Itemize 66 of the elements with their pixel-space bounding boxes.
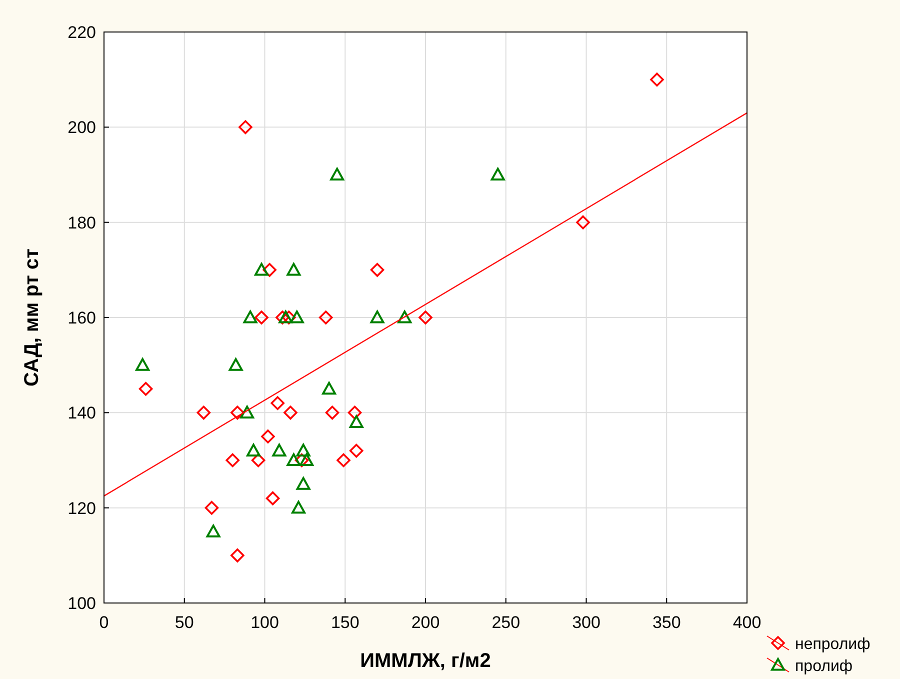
legend-label: непролиф (795, 636, 870, 653)
y-axis-title: САД, мм рт ст (21, 248, 43, 386)
point (226, 453, 240, 468)
point (138, 382, 153, 396)
point (230, 548, 244, 562)
y-tick-label: 180 (68, 213, 96, 232)
point (318, 310, 333, 324)
x-tick-label: 300 (572, 613, 600, 632)
point (292, 500, 306, 514)
point (296, 444, 310, 457)
x-tick-label: 100 (250, 613, 279, 632)
point (246, 444, 260, 457)
x-tick-label: 0 (99, 613, 109, 632)
point (136, 358, 150, 371)
point (325, 406, 340, 420)
x-tick-label: 400 (732, 613, 762, 632)
point (228, 358, 243, 371)
point (238, 120, 252, 134)
point (286, 262, 301, 276)
y-tick-label: 160 (68, 308, 96, 328)
x-tick-label: 200 (411, 613, 440, 632)
point (262, 263, 276, 277)
point (336, 453, 350, 468)
point (196, 406, 211, 420)
x-tick-label: 150 (330, 613, 360, 632)
point (230, 406, 244, 420)
point (204, 500, 219, 515)
point (290, 310, 304, 324)
point (650, 72, 664, 86)
point (240, 406, 254, 418)
point (300, 453, 314, 466)
point (254, 310, 268, 324)
x-tick-label: 50 (174, 613, 194, 632)
point (349, 444, 364, 458)
point (490, 168, 505, 181)
point (576, 215, 590, 230)
point (272, 444, 286, 457)
y-tick-label: 200 (68, 118, 96, 138)
point (284, 406, 298, 420)
point (322, 382, 336, 395)
point (370, 263, 384, 277)
point (266, 491, 280, 506)
x-tick-label: 250 (492, 613, 520, 632)
y-tick-label: 100 (68, 594, 96, 613)
legend-label: пролиф (795, 658, 853, 675)
y-tick-label: 220 (68, 23, 96, 42)
point (349, 415, 364, 428)
point (296, 477, 310, 490)
point (278, 310, 293, 324)
point (418, 310, 432, 324)
point (286, 453, 301, 466)
point (348, 406, 362, 420)
point (270, 396, 285, 410)
y-tick-label: 120 (68, 498, 96, 518)
point (251, 453, 266, 468)
point (254, 262, 269, 276)
point (370, 310, 384, 324)
point (398, 310, 412, 324)
point (330, 168, 344, 181)
x-axis-title: ИММЛЖ, г/м2 (360, 650, 491, 672)
y-tick-label: 140 (68, 404, 96, 423)
point (276, 310, 290, 324)
point (261, 430, 275, 444)
point (206, 524, 220, 538)
x-tick-label: 350 (652, 613, 681, 632)
point (243, 310, 258, 324)
